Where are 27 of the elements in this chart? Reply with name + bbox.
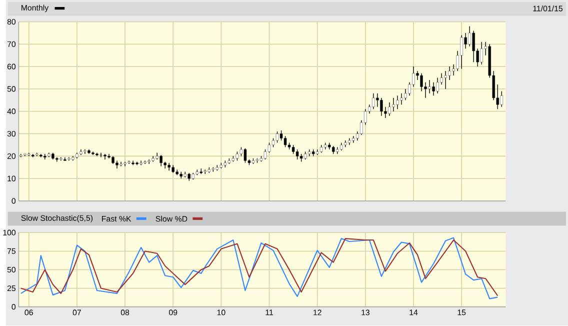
candlestick: [420, 73, 423, 92]
candlestick: [296, 149, 299, 160]
candlestick: [380, 98, 383, 116]
candlestick: [284, 136, 287, 148]
candlestick: [480, 42, 483, 65]
candlestick: [148, 159, 150, 165]
candlestick: [100, 152, 102, 158]
candlestick: [168, 162, 170, 172]
candlestick: [400, 93, 403, 106]
candlestick: [376, 93, 379, 108]
candlestick: [460, 35, 463, 70]
candlestick: [160, 154, 162, 167]
candlestick: [276, 131, 279, 144]
candlestick: [372, 93, 375, 110]
candlestick: [436, 78, 439, 94]
candlestick: [388, 102, 391, 116]
candlestick: [448, 66, 451, 81]
candlestick: [500, 91, 503, 108]
candlestick: [432, 82, 435, 96]
candlestick: [468, 26, 471, 47]
candlestick: [392, 98, 395, 112]
candlestick: [396, 96, 399, 110]
candlestick: [116, 160, 118, 169]
candlestick: [428, 80, 431, 94]
candlestick: [444, 70, 447, 90]
candlestick: [244, 148, 247, 164]
candlestick: [472, 30, 475, 63]
